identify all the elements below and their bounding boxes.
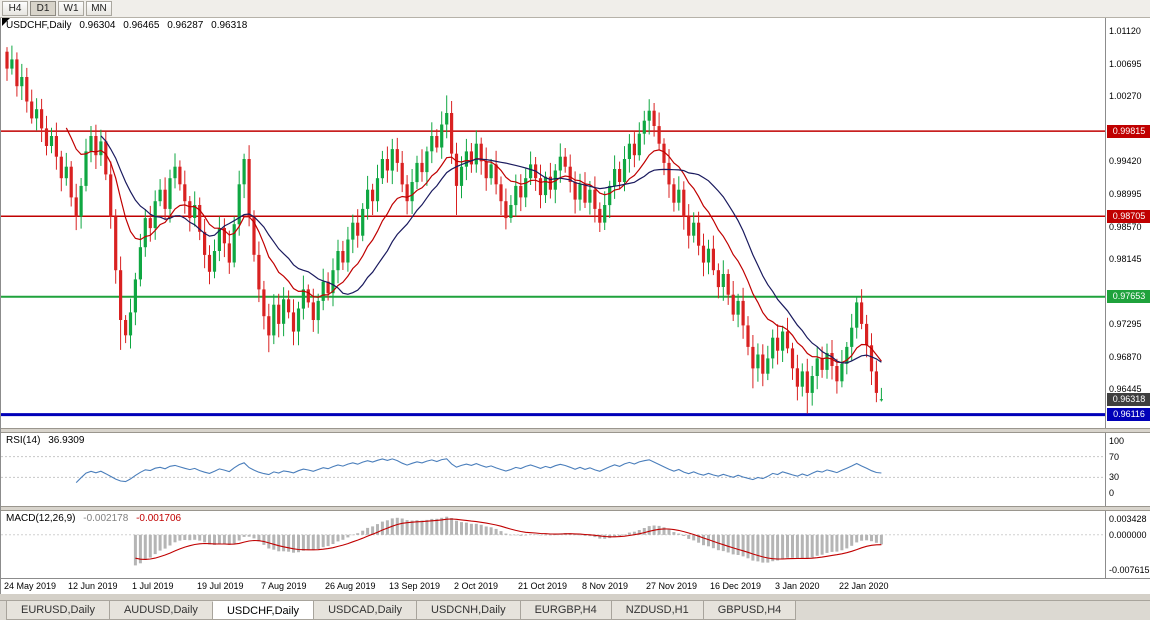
price-axis-label: 0.96445 <box>1109 384 1142 394</box>
price-badge-support-level: 0.97653 <box>1107 290 1150 303</box>
macd-pane: MACD(12,26,9) -0.002178 -0.001706 <box>1 511 1105 578</box>
timeframe-button-w1[interactable]: W1 <box>58 1 84 16</box>
rsi-axis-label: 70 <box>1109 452 1120 462</box>
time-axis-label: 27 Nov 2019 <box>646 581 698 591</box>
price-axis-label: 0.97295 <box>1109 319 1142 329</box>
price-axis-label: 0.98145 <box>1109 254 1142 264</box>
time-axis-label: 12 Jun 2019 <box>68 581 118 591</box>
ohlc-open: 0.96304 <box>79 20 116 31</box>
time-axis-label: 8 Nov 2019 <box>582 581 629 591</box>
time-axis-label: 2 Oct 2019 <box>454 581 499 591</box>
corner-arrow-icon <box>2 18 10 26</box>
price-badge-resistance-level: 0.99815 <box>1107 125 1150 138</box>
ohlc-low: 0.96287 <box>167 20 204 31</box>
macd-chart-canvas[interactable] <box>1 511 1105 578</box>
price-axis-label: 1.00270 <box>1109 91 1142 101</box>
time-axis-label: 26 Aug 2019 <box>325 581 376 591</box>
price-axis-label: 0.99420 <box>1109 156 1142 166</box>
pane-resize-handle[interactable] <box>1 428 1150 433</box>
price-axis-label: 0.96870 <box>1109 352 1142 362</box>
price-axis[interactable]: 1.01120 1.00695 1.00270 0.99420 0.98995 0.985… <box>1105 18 1150 578</box>
macd-axis-label: -0.007615 <box>1109 565 1150 575</box>
macd-axis-label: 0.003428 <box>1109 514 1147 524</box>
price-axis-label: 1.00695 <box>1109 59 1142 69</box>
macd-main-value: -0.002178 <box>83 513 129 524</box>
rsi-header: RSI(14) 36.9309 <box>6 435 89 446</box>
time-axis-label: 1 Jul 2019 <box>132 581 174 591</box>
chart-tab-usdcad[interactable]: USDCAD,Daily <box>313 601 417 620</box>
time-axis-label: 7 Aug 2019 <box>261 581 307 591</box>
price-pane: USDCHF,Daily 0.96304 0.96465 0.96287 0.9… <box>1 18 1105 428</box>
chart-symbol: USDCHF,Daily <box>6 20 72 31</box>
chart-tabs-bar: EURUSD,Daily AUDUSD,Daily USDCHF,Daily USDC… <box>0 600 1150 620</box>
chart-tab-audusd[interactable]: AUDUSD,Daily <box>108 601 212 620</box>
chart-tab-eurgbp[interactable]: EURGBP,H4 <box>519 601 611 620</box>
price-axis-label: 0.98995 <box>1109 189 1142 199</box>
rsi-pane: RSI(14) 36.9309 <box>1 433 1105 506</box>
rsi-chart-canvas[interactable] <box>1 433 1105 506</box>
chart-tab-usdcnh[interactable]: USDCNH,Daily <box>416 601 520 620</box>
macd-header: MACD(12,26,9) -0.002178 -0.001706 <box>6 513 186 524</box>
top-toolbar: H4 D1 W1 MN <box>0 0 1150 18</box>
price-axis-label: 0.98570 <box>1109 222 1142 232</box>
rsi-axis-label: 100 <box>1109 436 1125 446</box>
time-axis-label: 3 Jan 2020 <box>775 581 820 591</box>
candlestick-chart-canvas[interactable] <box>1 18 1105 428</box>
time-axis-label: 16 Dec 2019 <box>710 581 762 591</box>
price-axis-label: 1.01120 <box>1109 26 1141 36</box>
chart-tab-gbpusd[interactable]: GBPUSD,H4 <box>702 601 797 620</box>
ohlc-high: 0.96465 <box>123 20 160 31</box>
chart-title: USDCHF,Daily 0.96304 0.96465 0.96287 0.9… <box>6 20 252 31</box>
chart-window: USDCHF,Daily 0.96304 0.96465 0.96287 0.9… <box>0 18 1150 594</box>
rsi-value: 36.9309 <box>48 435 85 446</box>
pane-resize-handle[interactable] <box>1 506 1150 511</box>
chart-tab-usdchf[interactable]: USDCHF,Daily <box>211 601 314 620</box>
timeframe-button-d1[interactable]: D1 <box>30 1 56 16</box>
chart-tab-nzdusd[interactable]: NZDUSD,H1 <box>610 601 703 620</box>
rsi-axis-label: 30 <box>1109 472 1120 482</box>
price-badge-resistance-level: 0.98705 <box>1107 210 1150 223</box>
price-badge-support-level: 0.96116 <box>1107 408 1150 421</box>
time-axis-label: 13 Sep 2019 <box>389 581 441 591</box>
rsi-axis-label: 0 <box>1109 488 1115 498</box>
time-axis-label: 24 May 2019 <box>4 581 57 591</box>
time-axis[interactable]: 24 May 2019 12 Jun 2019 1 Jul 2019 19 Jul 2… <box>1 578 1150 594</box>
time-axis-label: 19 Jul 2019 <box>197 581 244 591</box>
chart-tab-eurusd[interactable]: EURUSD,Daily <box>6 601 109 620</box>
timeframe-button-h4[interactable]: H4 <box>2 1 28 16</box>
ohlc-close: 0.96318 <box>211 20 248 31</box>
bottom-strip <box>0 594 1150 600</box>
rsi-label: RSI(14) <box>6 435 41 446</box>
time-axis-label: 22 Jan 2020 <box>839 581 889 591</box>
macd-signal-value: -0.001706 <box>136 513 182 524</box>
time-axis-label: 21 Oct 2019 <box>518 581 568 591</box>
timeframe-button-mn[interactable]: MN <box>86 1 112 16</box>
macd-label: MACD(12,26,9) <box>6 513 76 524</box>
macd-axis-label: 0.000000 <box>1109 530 1147 540</box>
price-badge-current-price: 0.96318 <box>1107 393 1150 406</box>
